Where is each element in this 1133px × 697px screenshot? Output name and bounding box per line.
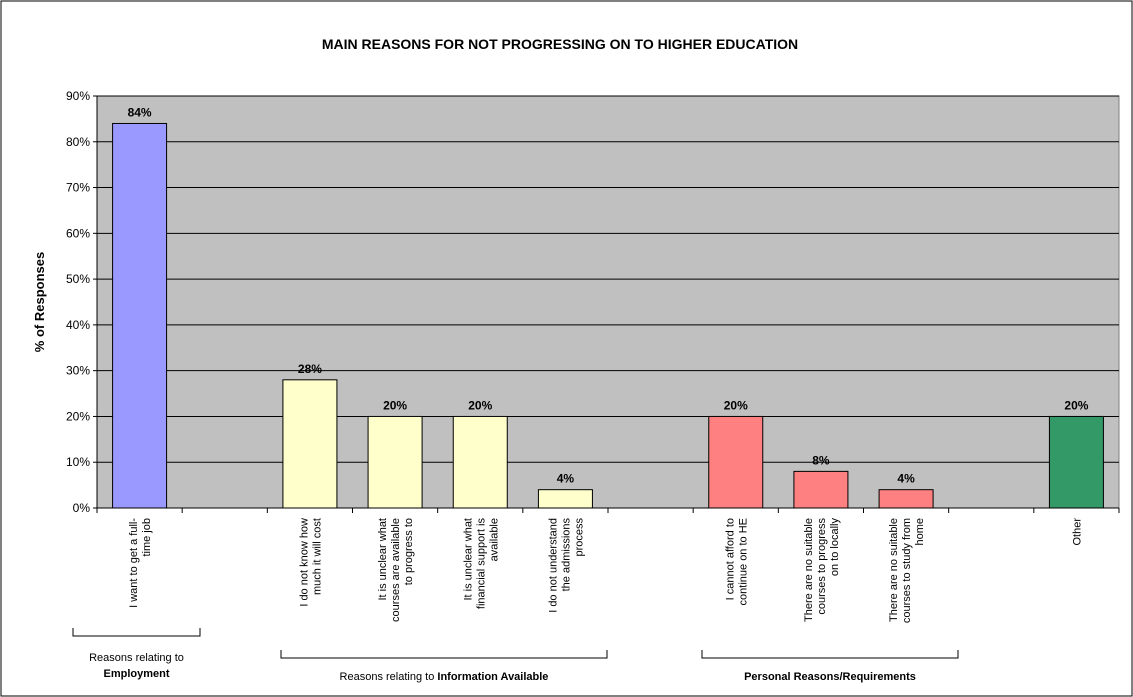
chart-title: MAIN REASONS FOR NOT PROGRESSING ON TO H… [322,36,798,52]
value-label: 20% [383,398,407,412]
group-label-emphasis: Employment [103,668,169,680]
group-bracket [280,650,608,659]
group-bracket [72,628,201,637]
y-tick-label: 20% [66,409,90,423]
value-label: 4% [557,472,575,486]
y-tick-label: 30% [66,364,90,378]
group-label-emphasis: Information Available [437,671,548,683]
y-tick-label: 90% [66,89,90,103]
bar [537,489,593,509]
group-label: Reasons relating to Information Availabl… [340,671,549,683]
y-tick-label: 40% [66,318,90,332]
y-tick-label: 50% [66,272,90,286]
bar [282,379,338,509]
x-tick-label: I do not understandthe admissionsprocess [547,518,585,613]
x-tick-label: It is unclear whatcourses are availablet… [377,518,415,622]
group-label: Personal Reasons/Requirements [744,671,916,683]
x-tick-label: It is unclear whatfinancial support isav… [462,518,500,610]
value-label: 20% [1064,398,1088,412]
y-tick-label: 60% [66,226,90,240]
y-tick-label: 0% [73,501,91,515]
group-bracket [701,650,959,659]
value-label: 20% [724,398,748,412]
bar [112,122,168,509]
group-label: Reasons relating to [89,652,184,664]
bar [793,470,849,509]
value-label: 8% [812,453,830,467]
x-tick-label: Other [1071,518,1083,546]
y-tick-label: 70% [66,181,90,195]
bar [1048,415,1104,509]
bar [367,415,423,509]
x-tick-label: I do not know howmuch it will cost [298,518,323,607]
group-label-emphasis: Personal Reasons/Requirements [744,671,916,683]
x-tick-label: There are no suitablecourses to progress… [803,518,841,622]
y-tick-label: 80% [66,135,90,149]
bar [878,489,934,509]
value-label: 28% [298,362,322,376]
x-tick-label: I cannot afford tocontinue on to HE [724,518,749,605]
plot-area [96,95,1120,509]
value-label: 84% [128,105,152,119]
x-tick-label: There are no suitablecourses to study fr… [888,518,926,623]
bar [708,415,764,509]
y-axis-label: % of Responses [32,252,47,352]
bar [452,415,508,509]
value-label: 4% [897,472,915,486]
x-tick-label: I want to get a full-time job [128,518,153,608]
value-label: 20% [468,398,492,412]
group-label-text: Reasons relating to [340,671,435,683]
y-tick-label: 10% [66,455,90,469]
